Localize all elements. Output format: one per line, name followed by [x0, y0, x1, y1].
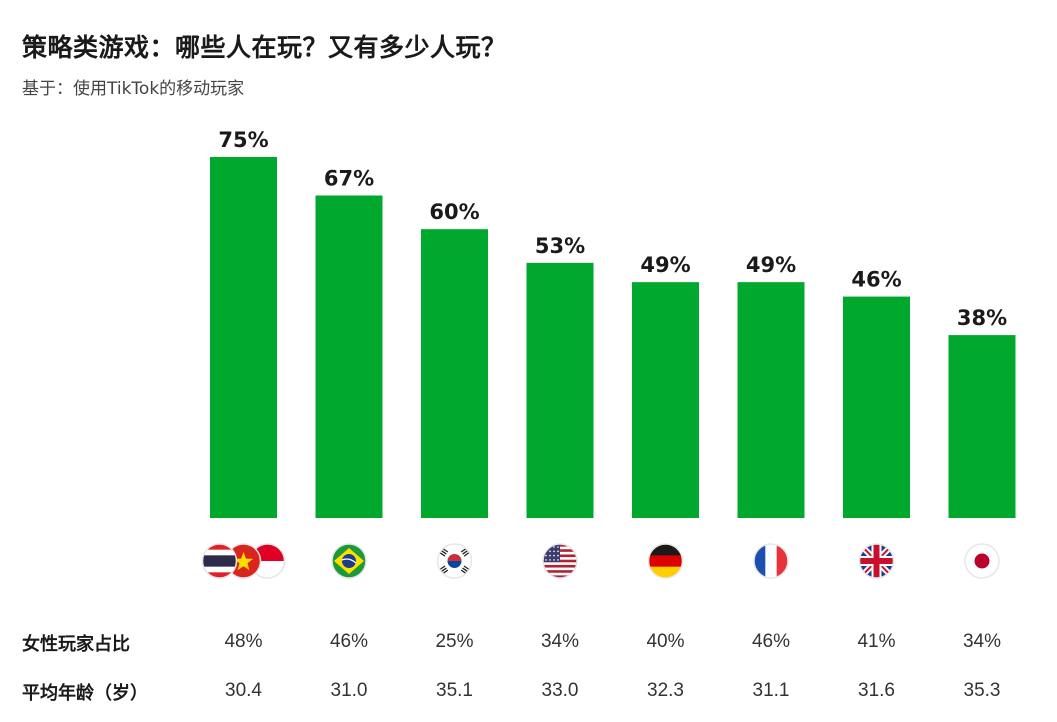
average-age-cell: 32.3 — [647, 680, 684, 701]
female-share-cell: 46% — [751, 631, 791, 652]
average-age-cell: 31.0 — [330, 680, 368, 701]
japan-flag-icon — [964, 543, 1000, 579]
female-share-cell: 46% — [329, 631, 369, 652]
average-age-cell: 30.4 — [225, 680, 262, 701]
average-age-cell: 35.3 — [963, 680, 1001, 701]
average-age-cell: 33.0 — [541, 680, 579, 701]
chart-subtitle: 基于：使用TikTok的移动玩家 — [22, 79, 245, 99]
bar-value-label: 49% — [746, 253, 796, 277]
female-share-cell: 25% — [435, 631, 474, 652]
bar-brazil-flag — [315, 195, 383, 519]
usa-flag-icon — [542, 543, 578, 579]
germany-flag-icon — [647, 543, 684, 579]
bar-japan-flag — [948, 335, 1016, 518]
bar-value-label: 38% — [957, 306, 1007, 330]
average-age-cell: 31.6 — [858, 680, 895, 701]
female-share-cell: 34% — [962, 631, 1002, 652]
female-share-cell: 34% — [540, 631, 580, 652]
brazil-flag-icon — [331, 543, 367, 579]
uk-flag-icon — [858, 543, 895, 579]
bar-usa-flag — [526, 262, 594, 518]
average-age-row-label: 平均年龄（岁） — [22, 683, 148, 704]
female-share-cell: 40% — [646, 631, 685, 652]
bar-germany-flag — [632, 282, 699, 518]
bar-value-label: 46% — [851, 268, 901, 292]
thailand-flag-icon — [201, 543, 238, 579]
south-korea-flag-icon — [436, 543, 473, 579]
bar-south-korea-flag — [421, 229, 488, 518]
bar-value-label: 67% — [324, 167, 374, 191]
bar-uk-flag — [843, 296, 910, 518]
france-flag-icon — [753, 543, 789, 579]
bar-france-flag — [737, 282, 805, 518]
bar-value-label: 53% — [535, 234, 585, 258]
female-share-row-label: 女性玩家占比 — [22, 634, 130, 655]
average-age-cell: 35.1 — [436, 680, 473, 701]
female-share-cell: 41% — [857, 631, 896, 652]
female-share-cell: 48% — [224, 631, 263, 652]
bar-value-label: 49% — [640, 253, 690, 277]
bar-value-label: 60% — [429, 200, 479, 224]
chart-title: 策略类游戏：哪些人在玩？又有多少人玩？ — [22, 33, 507, 62]
bar-thailand-vietnam-indonesia-flags — [210, 157, 277, 518]
bar-value-label: 75% — [218, 128, 268, 152]
average-age-cell: 31.1 — [752, 680, 790, 701]
